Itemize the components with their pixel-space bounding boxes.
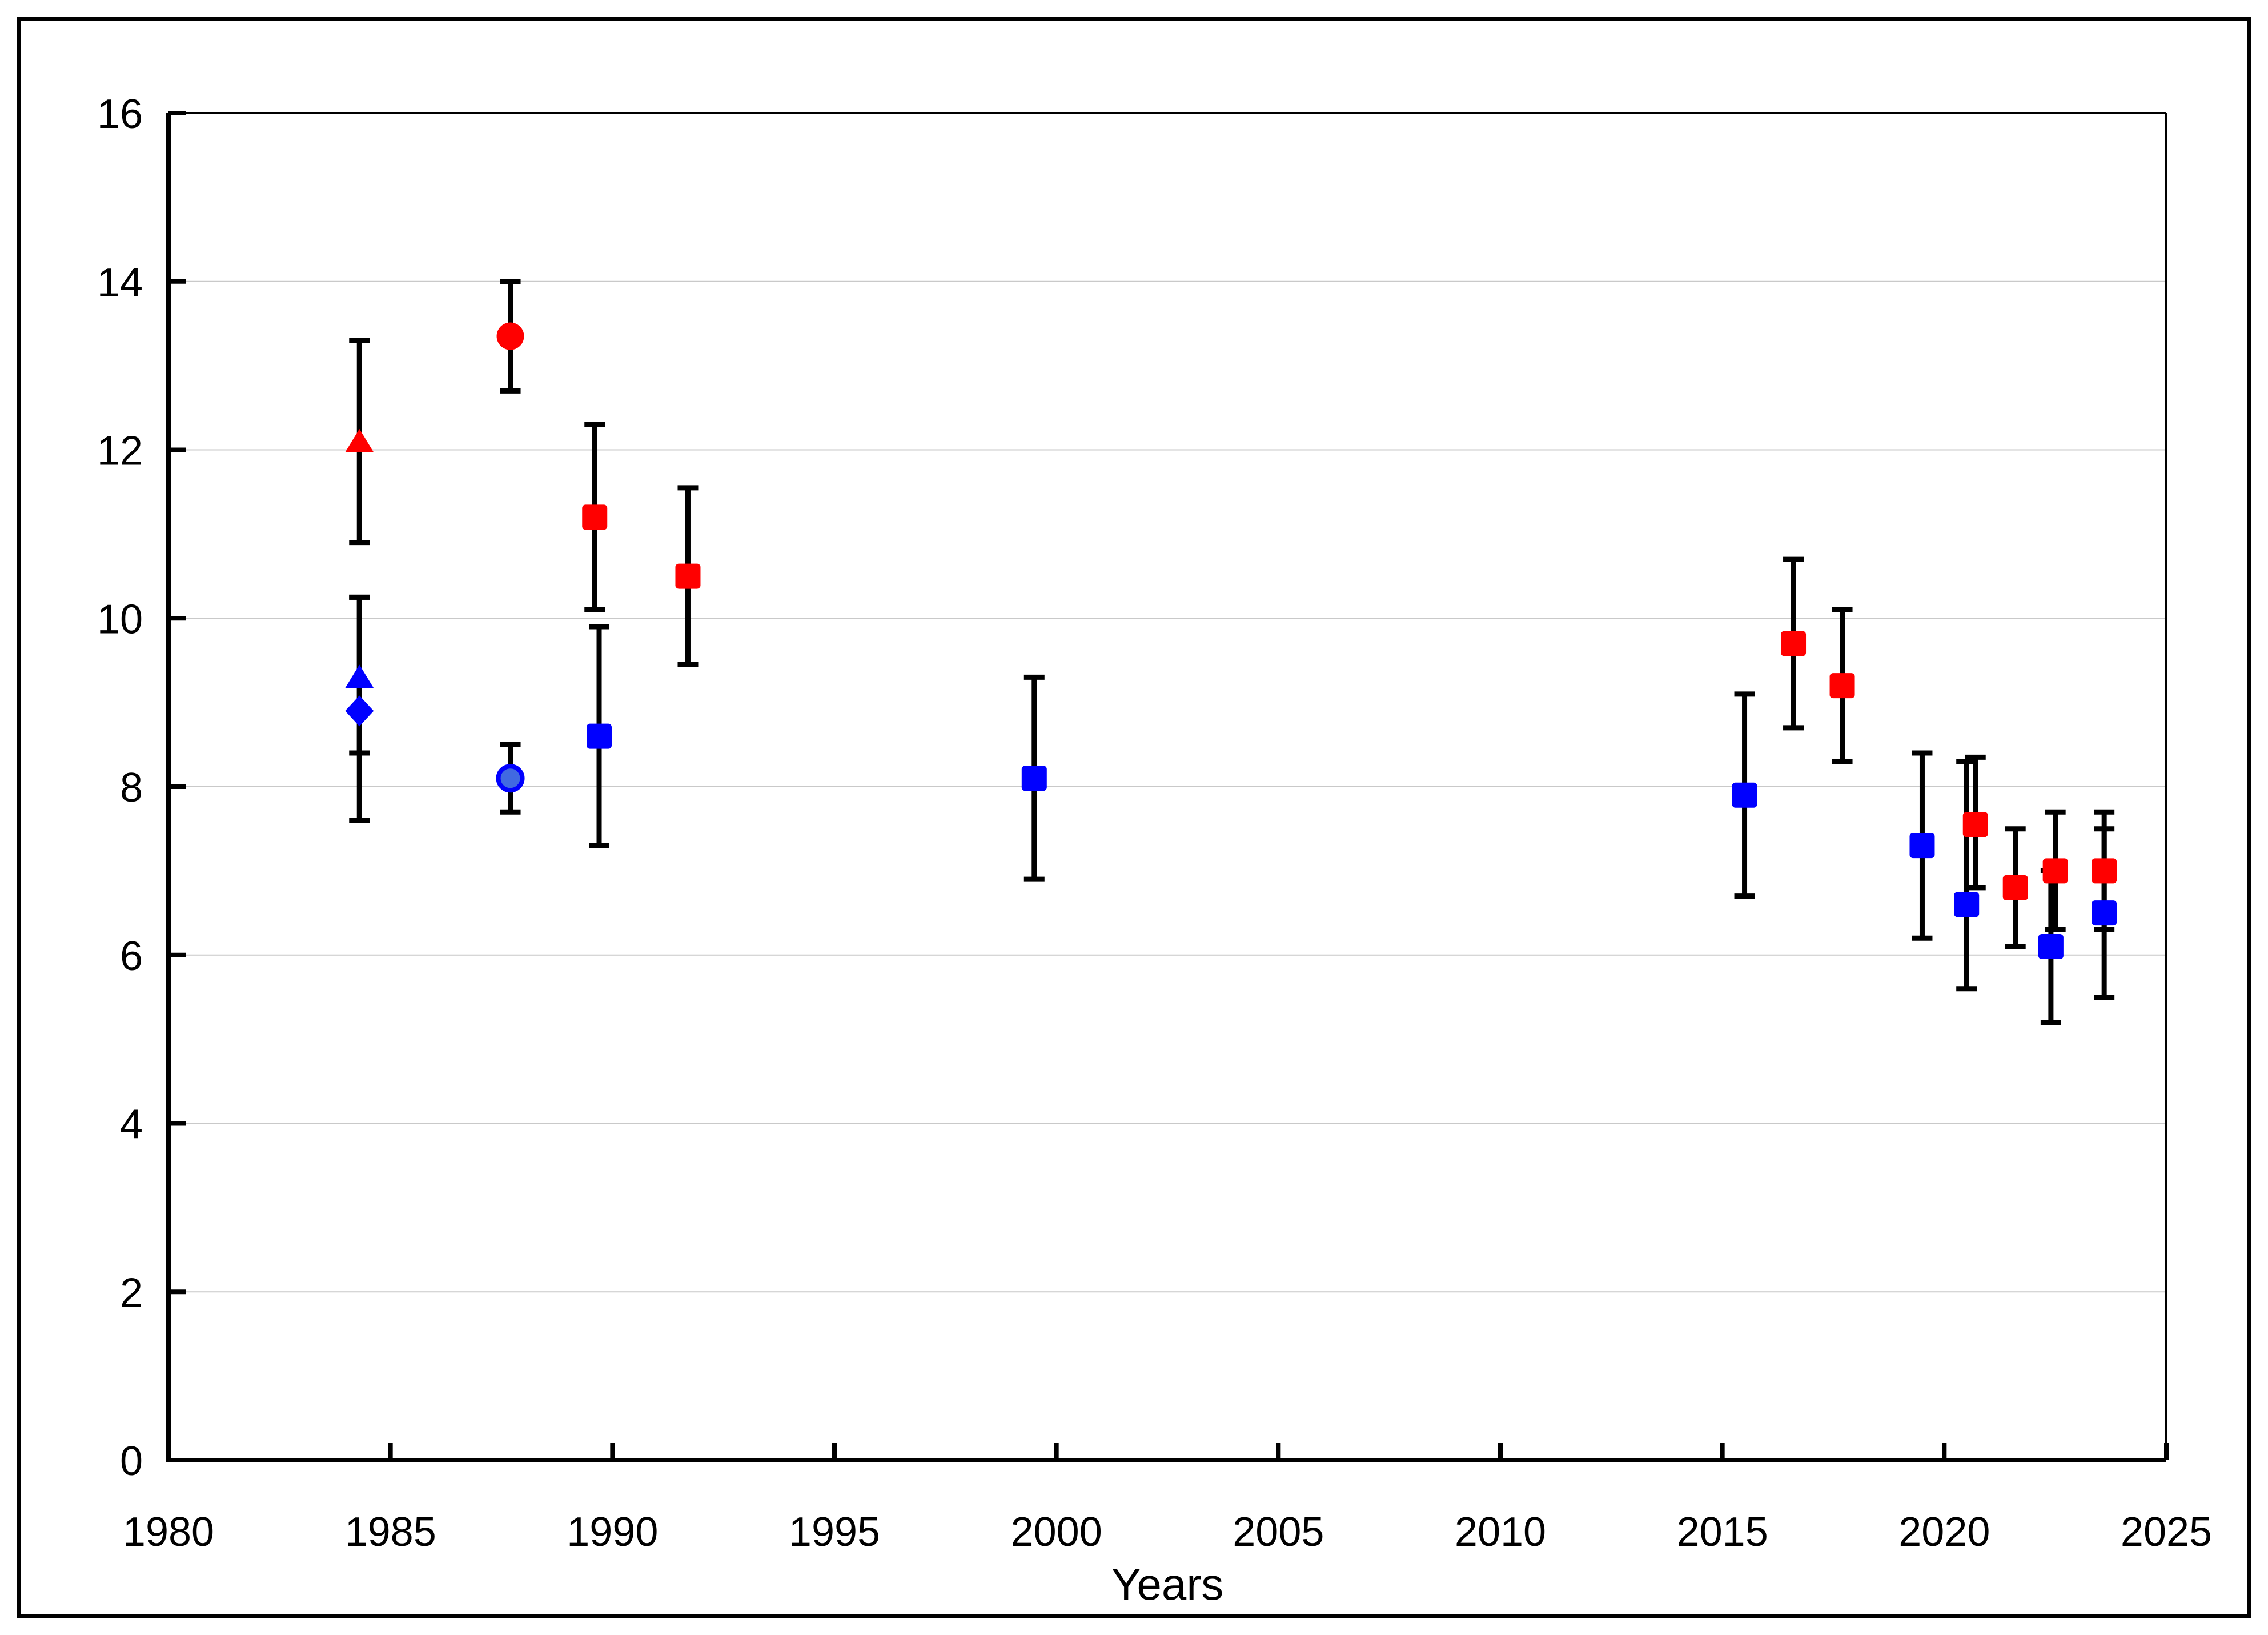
y-tick-label: 0 — [120, 1438, 143, 1484]
x-tick-label: 2015 — [1677, 1509, 1768, 1555]
data-point-red-series-square — [1829, 673, 1855, 699]
data-point-red-series-square — [2002, 875, 2028, 900]
y-tick-label: 2 — [120, 1270, 143, 1316]
x-tick-label: 1985 — [345, 1509, 436, 1555]
y-tick-label: 8 — [120, 765, 143, 811]
data-point-blue-series-triangle — [345, 664, 374, 688]
x-tick-label: 2025 — [2121, 1509, 2212, 1555]
y-tick-label: 4 — [120, 1102, 143, 1148]
data-point-red-series-square — [2042, 858, 2068, 884]
x-tick-label: 2005 — [1233, 1509, 1324, 1555]
data-point-blue-series-square — [2038, 934, 2064, 960]
x-tick-label: 1995 — [789, 1509, 880, 1555]
x-axis-title: Years — [1111, 1559, 1224, 1609]
data-point-blue-series-diamond — [345, 695, 374, 727]
data-point-red-series-square — [2092, 858, 2117, 884]
data-point-blue-series-square — [1021, 766, 1047, 791]
x-tick-label: 2010 — [1455, 1509, 1546, 1555]
data-point-blue-series-square — [1954, 892, 1980, 917]
data-point-red-series-triangle — [345, 428, 374, 452]
y-tick-label: 10 — [97, 596, 143, 642]
data-point-red-series-square — [1962, 812, 1988, 837]
data-point-red-series-circle — [496, 322, 524, 350]
x-tick-label: 2020 — [1898, 1509, 1990, 1555]
y-tick-label: 12 — [97, 428, 143, 474]
data-point-red-series-square — [1781, 631, 1807, 656]
x-tick-label: 1980 — [123, 1509, 214, 1555]
data-point-red-series-square — [675, 563, 701, 589]
x-tick-label: 2000 — [1011, 1509, 1102, 1555]
data-point-red-series-square — [582, 504, 608, 530]
y-tick-label: 16 — [97, 91, 143, 137]
data-point-blue-series-square — [2092, 900, 2117, 926]
data-point-blue-series-circle-light — [496, 764, 525, 793]
data-point-blue-series-square — [1732, 782, 1757, 808]
y-tick-label: 14 — [97, 260, 143, 306]
data-point-blue-series-square — [1909, 833, 1935, 859]
data-point-blue-series-square — [587, 723, 612, 749]
x-tick-label: 1990 — [567, 1509, 658, 1555]
y-tick-label: 6 — [120, 933, 143, 979]
